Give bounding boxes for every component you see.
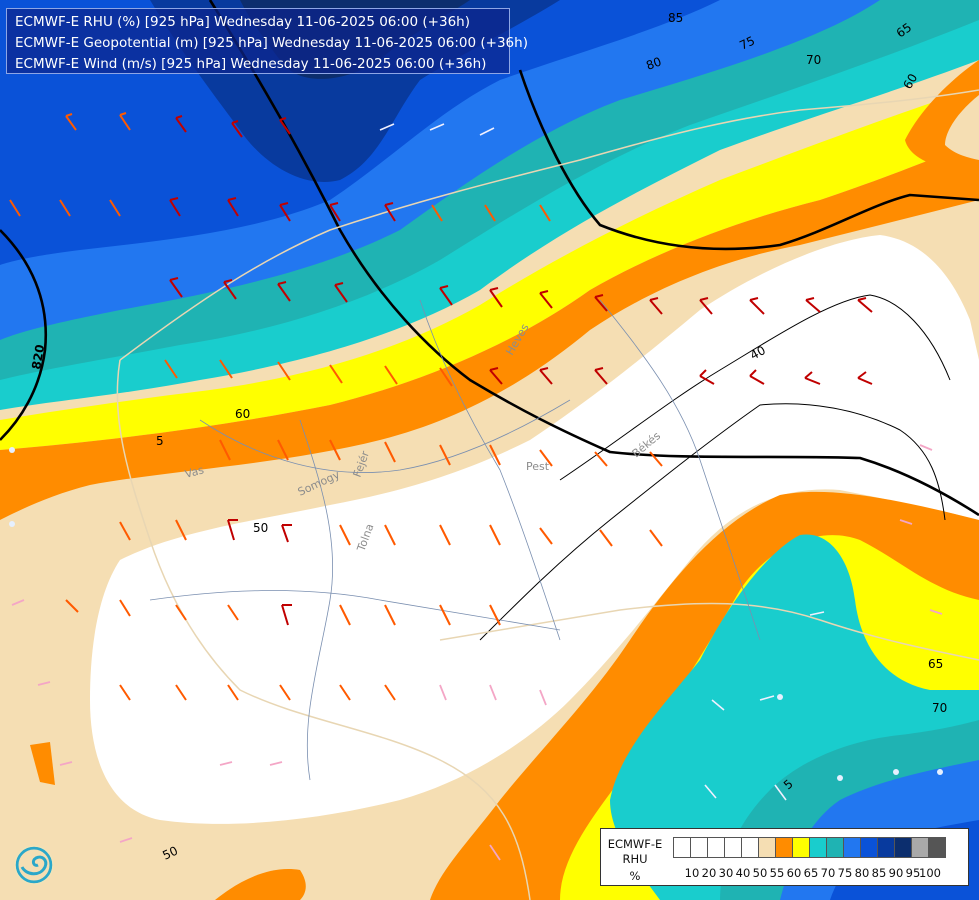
legend-tick-label: 65 [803, 866, 819, 880]
legend-swatch [928, 837, 946, 858]
legend-swatches [673, 837, 946, 858]
legend-swatch [724, 837, 742, 858]
contour-label-rhu: 70 [932, 701, 947, 715]
legend-swatch [741, 837, 759, 858]
region-label: Pest [526, 460, 550, 473]
contour-label-rhu: 80 [644, 54, 663, 72]
title-geopotential: ECMWF-E Geopotential (m) [925 hPa] Wedne… [15, 35, 528, 51]
legend-swatch [843, 837, 861, 858]
logo-icon [14, 845, 54, 885]
legend-tick-label: 30 [718, 866, 734, 880]
contour-label-rhu: 60 [900, 71, 920, 91]
calm-wind-circles [9, 447, 943, 781]
rhu-blob-ne-inner [945, 95, 979, 160]
rhu-sw-orange [215, 869, 306, 900]
rhu-band-60 [0, 140, 979, 520]
contour-label-rhu: 75 [737, 34, 757, 53]
legend-tick-label: 55 [769, 866, 785, 880]
wind-barbs-red [169, 115, 873, 626]
legend-tick-label: 80 [854, 866, 870, 880]
contour-label-rhu: 85 [668, 11, 683, 25]
legend-tick-label: 60 [786, 866, 802, 880]
legend-tick-label: 20 [701, 866, 717, 880]
region-label: Vas [183, 463, 205, 481]
color-legend: ECMWF-E RHU % 10 20 30 40 50 55 60 65 70 75 80 85 90… [600, 828, 969, 886]
legend-tick-label: 90 [888, 866, 904, 880]
legend-swatch [690, 837, 708, 858]
contour-label-rhu: 5 [156, 434, 164, 448]
legend-tick-label: 75 [837, 866, 853, 880]
legend-swatch [809, 837, 827, 858]
contour-label-group: 85 75 80 70 65 60 60 5 50 40 50 65 70 5 … [29, 11, 947, 863]
legend-swatch [707, 837, 725, 858]
legend-tick-label: 40 [735, 866, 751, 880]
legend-field: RHU [622, 852, 648, 866]
title-rhu: ECMWF-E RHU (%) [925 hPa] Wednesday 11-0… [15, 14, 470, 30]
rivers-county-lines [149, 299, 761, 781]
geopotential-contours [0, 0, 979, 517]
wind-barbs-pink [11, 444, 943, 861]
legend-swatch [894, 837, 912, 858]
contour-label-rhu: 60 [235, 407, 250, 421]
title-wind: ECMWF-E Wind (m/s) [925 hPa] Wednesday 1… [15, 56, 487, 72]
legend-tick-label: 85 [871, 866, 887, 880]
legend-swatch [792, 837, 810, 858]
contour-label-rhu: 65 [928, 657, 943, 671]
contour-label-rhu: 50 [253, 521, 268, 535]
legend-swatch [673, 837, 691, 858]
map-title-box: ECMWF-E RHU (%) [925 hPa] Wednesday 11-0… [6, 8, 528, 74]
legend-swatch [911, 837, 929, 858]
legend-ticks: 10 20 30 40 50 55 60 65 70 75 80 85 90 95 100 [682, 866, 979, 880]
legend-tick-label: 10 [684, 866, 700, 880]
contour-label-geopotential: 820 [29, 343, 47, 370]
rhu-area-dry [90, 235, 979, 824]
contour-label-rhu: 40 [748, 343, 768, 363]
rhu-contours [479, 294, 951, 641]
legend-swatch [860, 837, 878, 858]
legend-swatch [775, 837, 793, 858]
legend-swatch [877, 837, 895, 858]
legend-swatch [758, 837, 776, 858]
contour-label-rhu: 70 [806, 53, 821, 67]
legend-tick-label: 95 [905, 866, 921, 880]
legend-swatch [826, 837, 844, 858]
rhu-band-65 [0, 80, 979, 450]
contour-label-rhu: 50 [160, 844, 180, 863]
wind-barbs-orange [9, 112, 663, 701]
legend-tick-label: 70 [820, 866, 836, 880]
legend-title: ECMWF-E RHU % [607, 837, 663, 884]
legend-tick-label: 50 [752, 866, 768, 880]
rhu-sw-orange-small [30, 742, 55, 785]
legend-model: ECMWF-E [607, 837, 663, 851]
legend-unit: % [629, 869, 641, 883]
legend-tick-label: 100 [919, 866, 941, 880]
